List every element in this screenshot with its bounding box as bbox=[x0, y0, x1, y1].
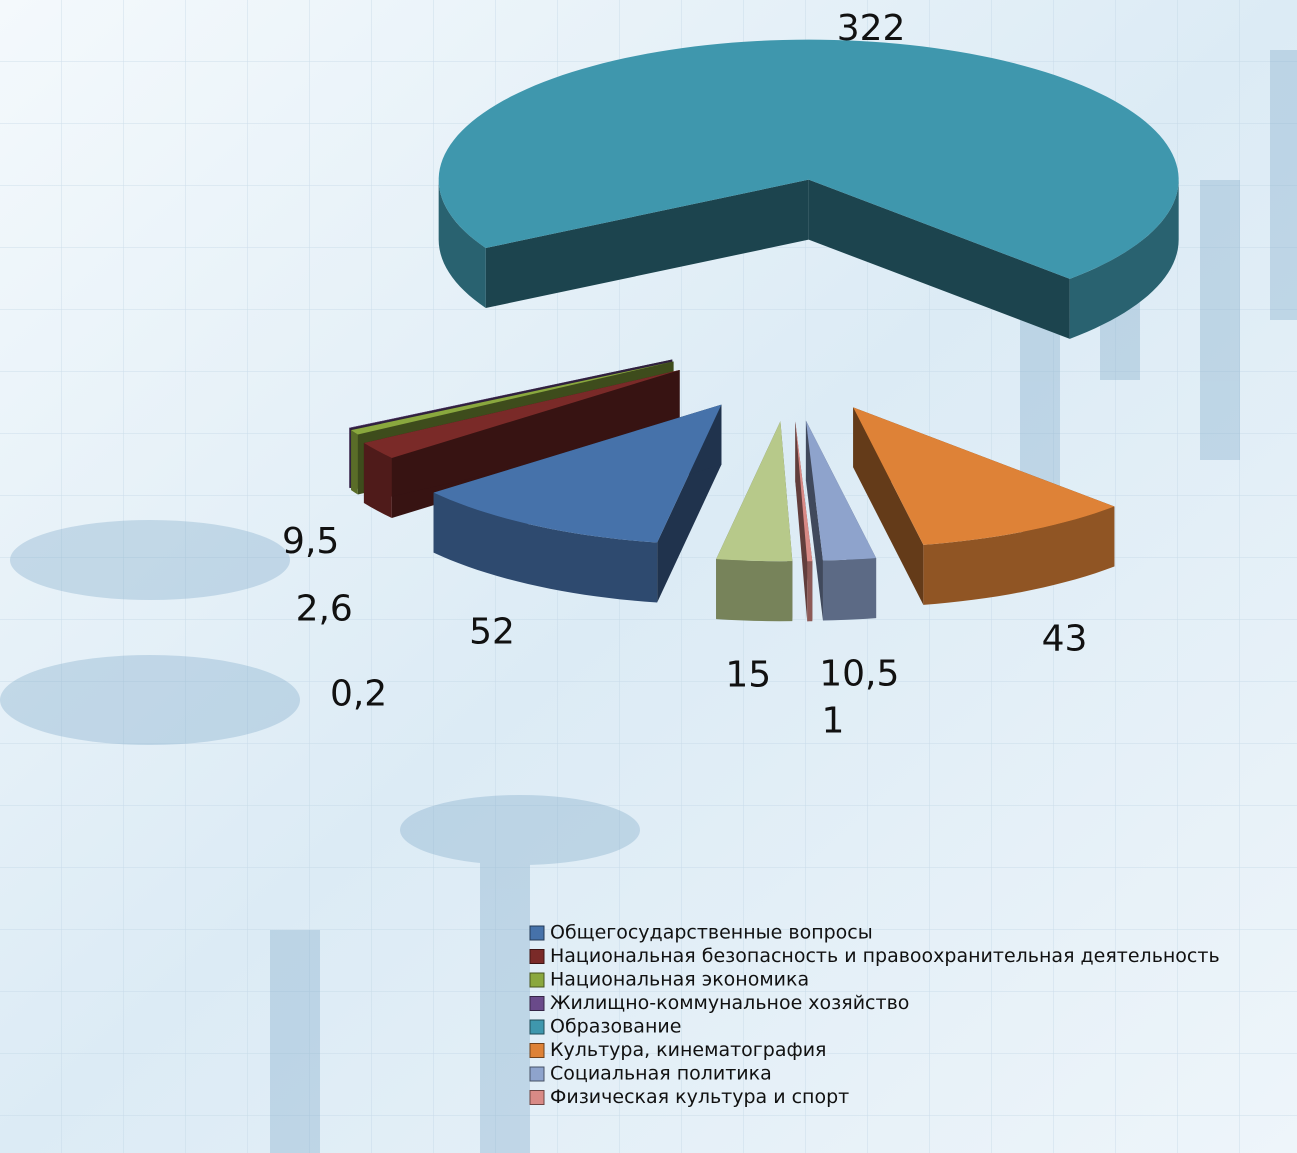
legend-swatch bbox=[529, 1019, 545, 1035]
legend: Общегосударственные вопросыНациональная … bbox=[529, 922, 1220, 1108]
legend-label: Культура, кинематография bbox=[550, 1039, 826, 1061]
legend-label: Жилищно-коммунальное хозяйство bbox=[550, 992, 909, 1014]
slice-side bbox=[1069, 179, 1179, 339]
value-label: 43 bbox=[1042, 619, 1088, 660]
legend-label: Национальная экономика bbox=[550, 969, 809, 991]
pie bbox=[349, 39, 1179, 622]
legend-label: Физическая культура и спорт bbox=[550, 1086, 849, 1108]
slice-side bbox=[438, 179, 486, 308]
legend-swatch bbox=[529, 996, 545, 1011]
value-label: 322 bbox=[837, 8, 906, 49]
value-label: 1 bbox=[821, 700, 844, 741]
slice-wall bbox=[795, 421, 808, 622]
slice bbox=[795, 421, 813, 562]
legend-swatch bbox=[529, 1066, 545, 1082]
legend-swatch bbox=[529, 1043, 545, 1058]
legend-swatch bbox=[529, 949, 545, 964]
slice-side bbox=[923, 506, 1115, 605]
value-label: 2,6 bbox=[296, 589, 353, 630]
legend-swatch bbox=[529, 925, 545, 941]
slice-wall bbox=[485, 179, 809, 308]
legend-label: Национальная безопасность и правоохранит… bbox=[550, 945, 1220, 967]
slice-side bbox=[351, 430, 358, 495]
slice-side bbox=[807, 561, 813, 622]
slice bbox=[716, 421, 793, 562]
legend-swatch bbox=[529, 1090, 545, 1105]
slice bbox=[363, 369, 680, 458]
slice-wall bbox=[808, 179, 1070, 339]
slice-side bbox=[822, 558, 877, 621]
value-label: 52 bbox=[469, 611, 515, 652]
slice bbox=[351, 361, 674, 435]
slice-side bbox=[433, 492, 658, 603]
value-labels: 52 9,5 2,6 0,2 322 43 10,5 1 15 bbox=[282, 8, 1087, 741]
slice bbox=[853, 407, 1115, 545]
value-label: 9,5 bbox=[282, 521, 339, 562]
legend-label: Общегосударственные вопросы bbox=[550, 922, 873, 944]
slice-side bbox=[363, 442, 392, 518]
slice-wall bbox=[363, 369, 680, 503]
value-label: 10,5 bbox=[819, 653, 899, 694]
value-label: 15 bbox=[725, 655, 771, 696]
legend-label: Образование bbox=[550, 1016, 681, 1038]
slice bbox=[433, 404, 722, 543]
legend-label: Социальная политика bbox=[550, 1063, 772, 1085]
legend-swatch bbox=[529, 972, 545, 988]
slice-side bbox=[716, 559, 793, 622]
slice bbox=[805, 420, 877, 561]
slice-wall bbox=[853, 407, 924, 605]
slice bbox=[349, 359, 673, 429]
slice bbox=[438, 39, 1179, 279]
value-label: 0,2 bbox=[330, 673, 387, 714]
slice-wall bbox=[805, 420, 823, 621]
